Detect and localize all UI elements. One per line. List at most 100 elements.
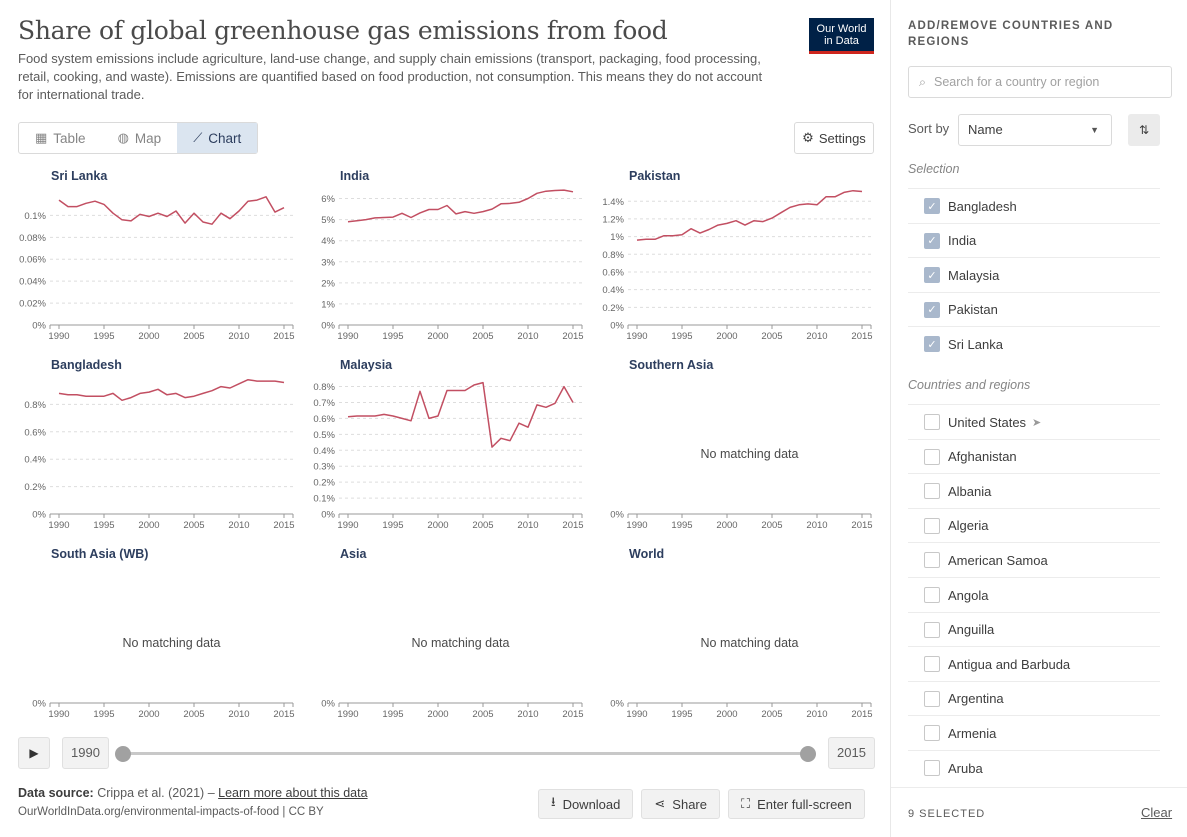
entity-row[interactable]: American Samoa [908,542,1160,577]
table-icon: ▦ [35,130,48,145]
entity-row[interactable]: ✓ Malaysia [908,257,1160,292]
entity-row[interactable]: Argentina [908,680,1160,716]
tab-chart[interactable]: ⟋ Chart [177,123,258,153]
checkbox[interactable] [924,448,940,465]
share-button[interactable]: ⋖ Share [641,789,720,819]
x-tick-label: 2010 [806,331,827,342]
settings-button[interactable]: ⚙ Settings [794,122,874,154]
y-tick-label: 0.6% [24,427,46,438]
entity-label: American Samoa [948,552,1048,568]
checkbox[interactable] [924,725,940,742]
timeline-track[interactable] [123,752,808,755]
x-tick-label: 2005 [761,520,782,531]
entity-row[interactable]: ✓ India [908,222,1160,258]
logo-line-1: Our World [816,23,867,35]
end-year-box[interactable]: 2015 [828,737,875,769]
entity-row[interactable]: ✓ Sri Lanka [908,326,1160,361]
y-tick-label: 0.8% [24,400,46,411]
checkbox[interactable] [924,483,940,500]
entity-label: Sri Lanka [948,336,1003,352]
x-tick-label: 2005 [761,709,782,720]
y-tick-label: 0% [32,699,46,710]
checkbox[interactable] [924,587,940,603]
entity-row[interactable]: Antigua and Barbuda [908,646,1160,681]
x-tick-label: 1995 [382,709,403,720]
y-tick-label: 2% [321,278,335,289]
y-tick-label: 1.2% [602,214,624,225]
no-data-label: No matching data [701,636,799,650]
clear-button[interactable]: Clear [1141,805,1173,820]
x-tick-label: 2015 [851,709,872,720]
entity-row[interactable]: Angola [908,577,1160,612]
checkbox[interactable] [924,552,940,569]
entity-row[interactable]: Anguilla [908,611,1160,647]
y-tick-label: 0.1% [24,211,46,222]
x-tick-label: 1990 [626,520,647,531]
view-tabs: ▦ Table ◍ Map ⟋ Chart [18,122,259,154]
checkbox-checked[interactable]: ✓ [924,198,940,214]
x-tick-label: 2010 [228,709,249,720]
entity-row[interactable]: Armenia [908,715,1160,750]
checkbox[interactable] [924,517,940,534]
entity-label: Antigua and Barbuda [948,656,1071,672]
chart-title: Share of global greenhouse gas emissions… [18,16,668,45]
x-tick-label: 2005 [183,520,204,531]
checkbox[interactable] [924,760,940,776]
chart-subtitle: Food system emissions include agricultur… [18,51,763,102]
x-tick-label: 2000 [138,709,159,720]
checkbox[interactable] [924,656,940,673]
checkbox[interactable] [924,690,940,707]
checkbox-checked[interactable]: ✓ [924,232,940,249]
y-tick-label: 4% [321,236,335,247]
x-tick-label: 2000 [427,709,448,720]
x-tick-label: 2010 [517,709,538,720]
globe-icon: ◍ [117,130,129,145]
tab-map[interactable]: ◍ Map [102,123,178,153]
play-button[interactable]: ▶ [18,737,50,769]
panel-title: Bangladesh [51,358,122,372]
checkbox-checked[interactable]: ✓ [924,301,940,318]
x-tick-label: 1995 [93,709,114,720]
y-tick-label: 0.3% [313,462,335,473]
entity-row[interactable]: Afghanistan [908,438,1160,474]
checkbox[interactable] [924,621,940,638]
timeline-end-handle[interactable] [800,746,816,762]
entity-row[interactable]: Aruba [908,750,1160,785]
x-tick-label: 2015 [562,520,583,531]
entity-row[interactable]: United States ➤ [908,404,1160,439]
entity-row[interactable]: ✓ Pakistan [908,291,1160,327]
entity-row[interactable]: Algeria [908,507,1160,543]
download-button[interactable]: ⭳ Download [538,789,634,819]
x-tick-label: 1990 [626,709,647,720]
x-tick-label: 2015 [851,520,872,531]
y-tick-label: 1% [610,232,624,243]
owid-logo[interactable]: Our World in Data [809,18,874,54]
checkbox-checked[interactable]: ✓ [924,267,940,284]
entity-row[interactable]: ✓ Bangladesh [908,188,1160,223]
entity-row[interactable]: Albania [908,473,1160,508]
x-tick-label: 1990 [337,520,358,531]
entity-selector-sidebar: ADD/REMOVE COUNTRIES AND REGIONS ⌕ Searc… [890,0,1187,837]
learn-more-link[interactable]: Learn more about this data [218,786,368,800]
x-tick-label: 1995 [93,520,114,531]
x-tick-label: 2000 [716,709,737,720]
fullscreen-button[interactable]: ⛶ Enter full-screen [728,789,865,819]
checkbox[interactable] [924,414,940,430]
footer-actions: ⭳ Download ⋖ Share ⛶ Enter full-screen [538,789,865,819]
checkbox-checked[interactable]: ✓ [924,336,940,353]
timeline-start-handle[interactable] [115,746,131,762]
sort-direction-button[interactable]: ⇅ [1128,114,1160,146]
tab-table[interactable]: ▦ Table [19,123,102,153]
panel-title: Asia [340,547,367,561]
series-line [636,189,863,241]
search-input[interactable]: ⌕ Search for a country or region [908,66,1172,98]
x-tick-label: 1990 [48,331,69,342]
x-tick-label: 2000 [716,331,737,342]
share-icon: ⋖ [654,796,666,811]
y-tick-label: 0.06% [19,255,46,266]
timeline: ▶ 1990 2015 [18,737,875,771]
small-multiples-grid: Sri Lanka 0% 0.02% 0.04% 0.06% 0.08% 0.1% 1990 1… [0,160,890,730]
y-tick-label: 0% [321,699,335,710]
sort-select[interactable]: Name ▼ [958,114,1112,146]
start-year-box[interactable]: 1990 [62,737,109,769]
